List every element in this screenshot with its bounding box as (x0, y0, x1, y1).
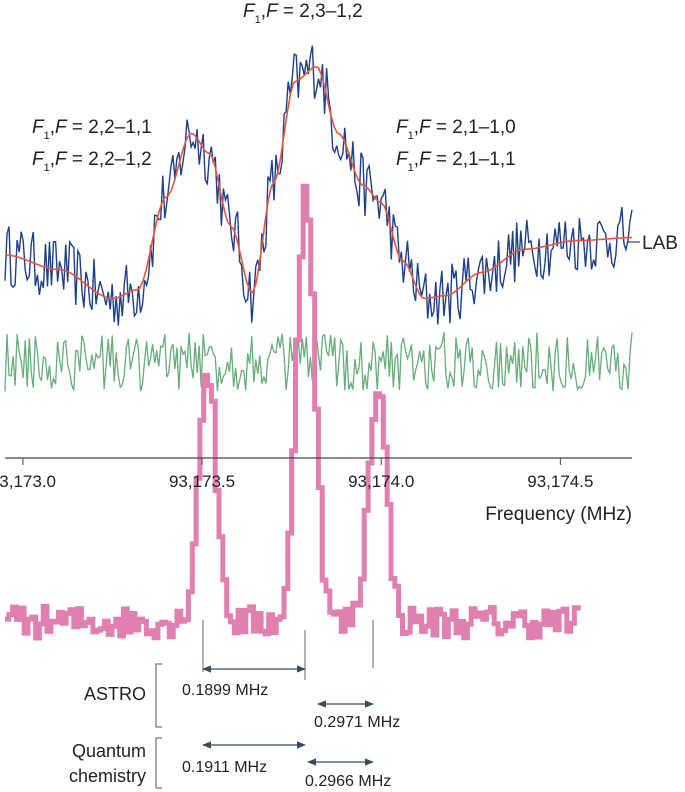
lab-fit-line (4, 65, 632, 300)
peak1-label-1: F1,F = 2,2–1,1 (32, 117, 152, 142)
x-tick-label: 93,174.0 (348, 472, 414, 491)
fit-layer (4, 65, 632, 300)
astro-sep-2: 0.2971 MHz (314, 714, 400, 731)
qc-label-1: Quantum (72, 741, 146, 761)
x-tick-label: 93,173.5 (169, 472, 235, 491)
x-tick-label: 93,173.0 (0, 472, 56, 491)
qc-sep-2: 0.2966 MHz (305, 773, 391, 790)
peak3-label-2: F1,F = 2,1–1,1 (396, 149, 516, 174)
lab-spectrum-line (4, 45, 633, 326)
x-ticks: 93,173.0 93,173.5 93,174.0 93,174.5 (0, 458, 593, 491)
astro-spectrum-line (5, 183, 581, 641)
peak1-label-2: F1,F = 2,2–1,2 (32, 149, 152, 174)
astro-layer (5, 183, 581, 641)
lab-label: LAB (642, 233, 678, 254)
qc-sep-1: 0.1911 MHz (182, 759, 267, 776)
qc-bracket (155, 737, 162, 789)
peak3-label-1: F1,F = 2,1–1,0 (396, 117, 516, 142)
qc-label-2: chemistry (69, 766, 146, 786)
residual-line (4, 331, 633, 392)
x-axis-label: Frequency (MHz) (485, 504, 632, 525)
astro-bracket (155, 663, 162, 728)
astro-sep-1: 0.1899 MHz (182, 682, 268, 699)
peak2-label: F1,F = 2,3–1,2 (243, 1, 363, 26)
astro-label: ASTRO (84, 684, 146, 704)
lab-layer (4, 45, 633, 326)
x-tick-label: 93,174.5 (527, 472, 593, 491)
residual-layer (4, 331, 633, 392)
